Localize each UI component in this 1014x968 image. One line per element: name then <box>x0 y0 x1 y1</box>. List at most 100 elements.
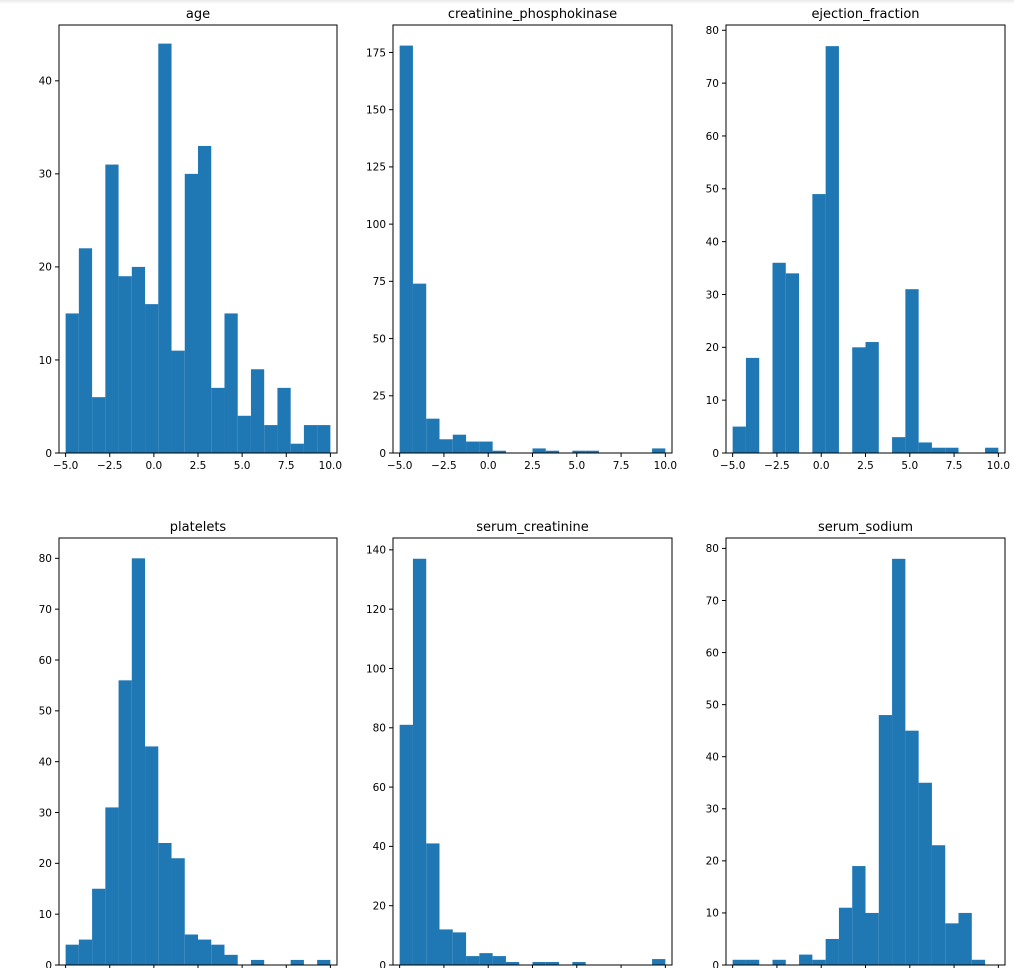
histogram-bar <box>426 418 440 453</box>
histogram-bar <box>317 425 331 453</box>
x-tick-label: 0.0 <box>813 460 830 472</box>
x-tick-label: 5.0 <box>568 460 585 472</box>
chart-title: age <box>186 7 210 22</box>
histogram-bar <box>426 843 440 965</box>
histogram-panel-1: age 0 10 20 30 40 −5.0 −2.5 0.0 2.5 5.0 7.5 10.0 <box>39 7 342 472</box>
histogram-bar <box>118 680 132 965</box>
histogram-bar <box>184 934 198 965</box>
axes-frame <box>392 537 673 966</box>
histogram-panel-3: ejection_fraction 0 10 20 30 40 50 60 70 80 −5.0 −2… <box>706 7 1010 472</box>
histogram-bar <box>852 866 866 965</box>
histogram-bar <box>466 956 480 965</box>
chart-title: platelets <box>170 520 227 535</box>
y-tick-label: 100 <box>366 663 386 675</box>
histogram-bar <box>158 43 172 454</box>
histogram-bar <box>892 437 906 453</box>
y-tick-label: 20 <box>706 856 719 868</box>
histogram-bar <box>211 387 225 453</box>
y-tick-label: 140 <box>366 545 386 557</box>
histogram-bar <box>290 443 304 453</box>
histogram-bar <box>931 845 946 965</box>
x-tick-label: 10.0 <box>319 460 342 472</box>
y-tick-label: 70 <box>39 604 52 616</box>
y-tick-label: 0 <box>45 960 52 968</box>
histogram-bar <box>317 959 331 965</box>
x-tick-label: 7.5 <box>946 460 963 472</box>
histogram-bar <box>905 730 919 965</box>
y-tick-label: 175 <box>366 47 386 59</box>
histogram-bar <box>745 357 760 453</box>
histogram-bar <box>892 558 906 965</box>
x-tick-label: 5.0 <box>234 460 251 472</box>
histogram-panel-6: serum_sodium 0 10 20 30 40 50 60 70 80 <box>706 520 1006 968</box>
histogram-bar <box>772 262 786 453</box>
histogram-bar <box>303 425 318 453</box>
histogram-bar <box>105 164 119 453</box>
y-tick-label: 40 <box>373 841 386 853</box>
y-tick-label: 0 <box>45 448 52 460</box>
histogram-bar <box>277 387 291 453</box>
histogram-bar <box>545 450 560 453</box>
histogram-bar <box>812 194 826 453</box>
histogram-bar <box>452 932 467 965</box>
histogram-bar <box>198 145 212 453</box>
histogram-bar <box>118 276 132 453</box>
y-tick-label: 20 <box>373 900 386 912</box>
x-tick-label: −5.0 <box>720 460 746 472</box>
axes-frame <box>58 537 338 966</box>
chart-title: serum_sodium <box>818 520 913 535</box>
x-tick-label: 0.0 <box>480 460 497 472</box>
y-tick-label: 60 <box>706 647 719 659</box>
y-tick-label: 30 <box>706 804 719 816</box>
y-tick-label: 40 <box>39 756 52 768</box>
y-tick-label: 50 <box>706 699 719 711</box>
histogram-bar <box>158 843 172 965</box>
histogram-bar <box>971 959 986 965</box>
y-tick-label: 40 <box>706 236 719 248</box>
x-tick-label: 2.5 <box>190 460 207 472</box>
histogram-bar <box>812 959 826 965</box>
y-tick-label: 70 <box>706 595 719 607</box>
y-tick-label: 0 <box>379 960 386 968</box>
histogram-panel-5: serum_creatinine 0 20 40 60 80 100 120 140 <box>366 520 673 968</box>
histogram-bar <box>572 962 586 965</box>
x-tick-label: 2.5 <box>857 460 874 472</box>
axes-frame <box>725 24 1006 454</box>
y-tick-label: 10 <box>39 355 52 367</box>
chart-title: creatinine_phosphokinase <box>448 7 617 22</box>
histogram-bar <box>905 289 919 453</box>
y-tick-label: 50 <box>373 333 386 345</box>
x-tick-label: 7.5 <box>278 460 295 472</box>
histogram-bar <box>224 954 238 965</box>
histogram-bar <box>492 450 506 453</box>
histogram-bar <box>237 415 251 453</box>
x-tick-label: 0.0 <box>146 460 163 472</box>
histogram-bar <box>865 912 879 965</box>
x-tick-label: 2.5 <box>524 460 541 472</box>
histogram-bar <box>466 441 480 453</box>
histogram-bar <box>439 439 453 453</box>
histogram-bar <box>878 715 893 965</box>
histogram-bar <box>145 304 159 453</box>
histogram-bar <box>918 782 932 965</box>
y-tick-label: 10 <box>706 395 719 407</box>
histogram-bar <box>945 923 959 965</box>
histogram-bar <box>452 434 467 453</box>
histogram-bar <box>505 962 520 965</box>
histogram-bar <box>412 283 427 453</box>
histogram-bar <box>399 45 413 453</box>
histogram-bar <box>772 959 786 965</box>
y-tick-label: 50 <box>706 184 719 196</box>
histogram-bar <box>171 858 185 965</box>
y-tick-label: 60 <box>373 782 386 794</box>
chart-title: serum_creatinine <box>476 520 589 535</box>
histogram-bar <box>825 938 839 965</box>
y-tick-label: 120 <box>366 604 386 616</box>
histogram-bar <box>105 807 119 965</box>
histogram-bar <box>652 448 666 453</box>
histogram-bar <box>65 313 79 453</box>
window-top-edge <box>0 0 1014 4</box>
axes-frame <box>725 537 1006 966</box>
y-tick-label: 50 <box>39 706 52 718</box>
